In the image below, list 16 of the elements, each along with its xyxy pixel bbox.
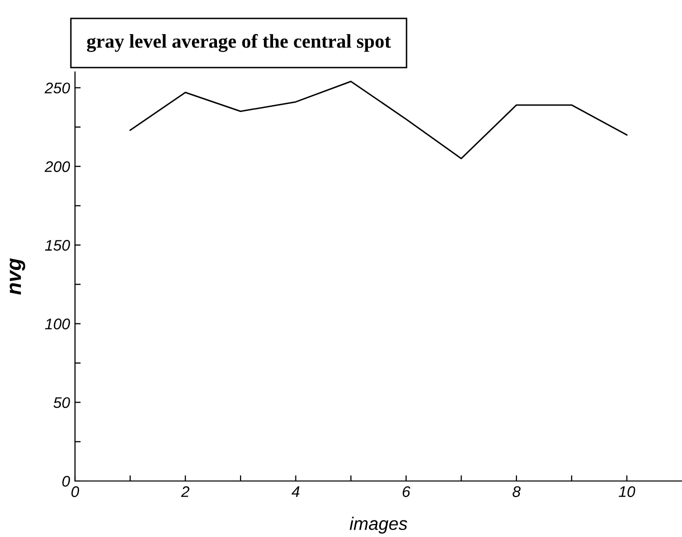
y-tick-label: 150	[45, 240, 70, 251]
line-series	[129, 80, 628, 160]
y-tick-label: 100	[45, 318, 70, 330]
chart-title: gray level average of the central spot	[86, 34, 391, 52]
y-tick-label: 250	[44, 82, 70, 94]
y-tick-label: 0	[62, 476, 70, 487]
x-tick-label: 0	[71, 486, 80, 498]
x-tick-label: 4	[292, 486, 300, 497]
y-tick-label: 50	[53, 397, 70, 408]
x-tick-label: 8	[512, 486, 521, 498]
x-tick-label: 2	[181, 486, 190, 497]
y-tick-label: 200	[44, 161, 70, 172]
x-tick-label: 10	[618, 486, 636, 498]
y-axis-title: nvg	[10, 258, 26, 295]
x-axis-title: images	[350, 516, 408, 534]
x-tick-label: 6	[402, 486, 410, 498]
